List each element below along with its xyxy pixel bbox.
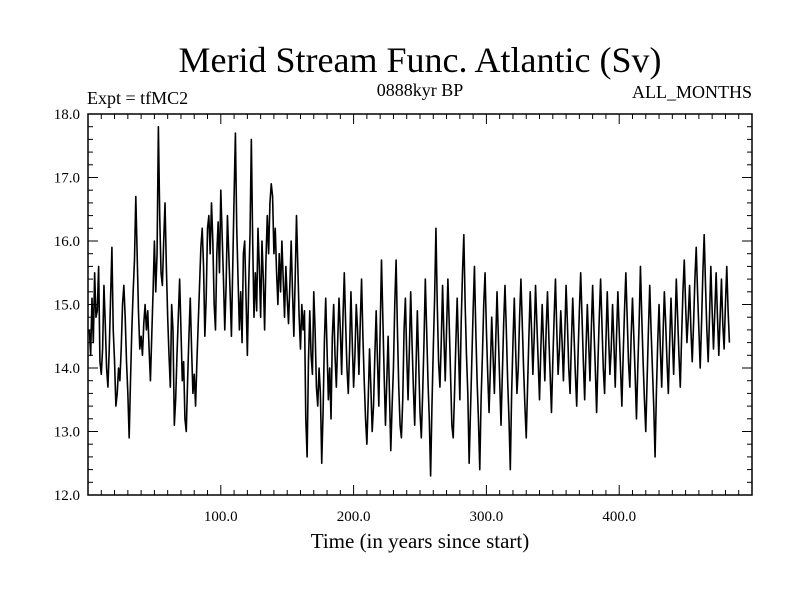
x-tick-label: 400.0: [602, 509, 636, 525]
y-tick-label: 16.0: [54, 234, 80, 250]
x-tick-label: 200.0: [337, 509, 371, 525]
y-tick-label: 14.0: [54, 361, 80, 377]
y-tick-label: 17.0: [54, 171, 80, 187]
x-tick-label: 100.0: [204, 509, 238, 525]
x-tick-labels: 100.0 200.0 300.0 400.0: [204, 509, 636, 525]
y-tick-label: 15.0: [54, 298, 80, 314]
y-tick-labels: 12.0 13.0 14.0 15.0 16.0 17.0 18.0: [54, 107, 80, 504]
x-axis-label: Time (in years since start): [311, 529, 530, 553]
chart-title: Merid Stream Func. Atlantic (Sv): [179, 40, 662, 80]
experiment-label: Expt = tfMC2: [87, 88, 188, 108]
series-line-1: [88, 125, 731, 477]
x-tick-label: 300.0: [470, 509, 504, 525]
months-label: ALL_MONTHS: [632, 82, 752, 102]
y-tick-label: 13.0: [54, 425, 80, 441]
period-label: 0888kyr BP: [377, 80, 464, 100]
plot-frame: [87, 113, 753, 496]
y-tick-label: 12.0: [54, 488, 80, 504]
y-tick-label: 18.0: [54, 107, 80, 123]
series-layer: [88, 125, 731, 477]
axes-layer: [88, 114, 752, 495]
